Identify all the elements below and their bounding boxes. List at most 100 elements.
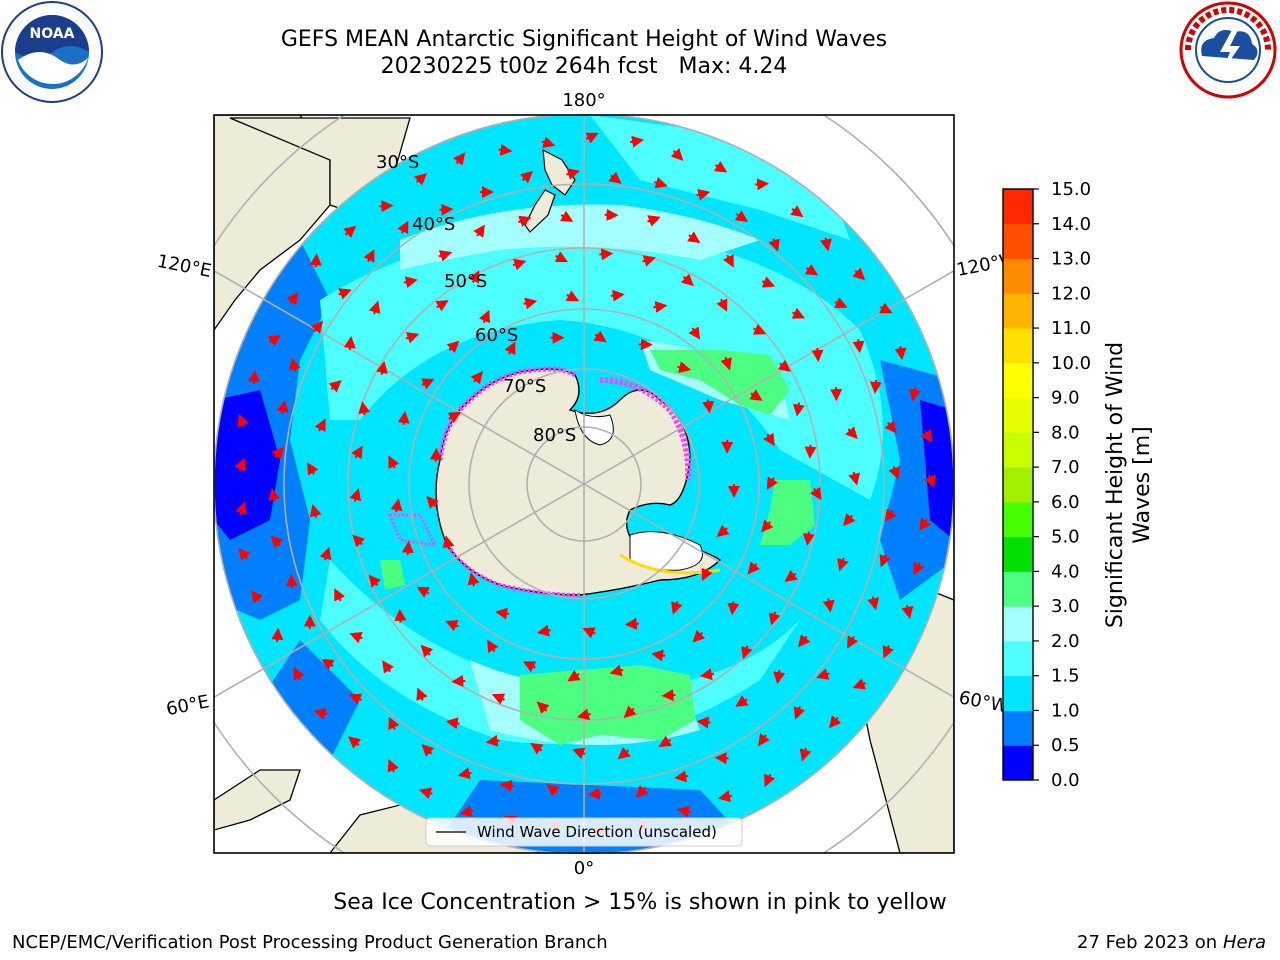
wind-wave-arrow (582, 627, 596, 639)
colorbar-segment (1003, 223, 1033, 260)
wind-wave-arrow (541, 136, 556, 148)
wind-wave-arrow (804, 444, 817, 459)
wind-wave-arrow (761, 519, 774, 533)
wind-wave-arrow (276, 399, 289, 414)
wind-wave-arrow (848, 471, 861, 486)
colorbar-segment (1003, 397, 1033, 433)
wind-wave-arrow (414, 173, 427, 186)
noaa-logo-text: NOAA (30, 26, 75, 42)
wind-wave-arrow (713, 160, 728, 173)
wind-wave-arrow (343, 225, 357, 238)
lat-label-70s: 70°S (503, 376, 546, 397)
wind-wave-arrow (688, 326, 701, 340)
footer-credit: NCEP/EMC/Verification Post Processing Pr… (12, 932, 608, 953)
wind-wave-arrow (696, 716, 711, 729)
colorbar-tick-label: 9.0 (1051, 388, 1080, 409)
wind-wave-arrow (512, 258, 527, 271)
wind-wave-arrow (426, 495, 439, 509)
wind-wave-arrow (651, 649, 666, 662)
wind-wave-arrow (343, 336, 356, 351)
wind-wave-arrow (321, 658, 335, 671)
wind-wave-arrow (593, 330, 607, 343)
wind-wave-arrow (485, 734, 500, 747)
map-frame (213, 114, 955, 854)
footer-date: 27 Feb 2023 on Hera (1077, 932, 1266, 953)
colorbar-tick-label: 10.0 (1051, 353, 1091, 374)
wind-wave-arrow (442, 535, 455, 550)
lat-label-60s: 60°S (475, 325, 518, 346)
lon-label-upper-left: 120°E (155, 251, 213, 282)
wind-wave-arrow (920, 429, 933, 443)
wind-wave-arrow (267, 334, 282, 347)
wind-wave-arrow (793, 706, 805, 720)
lon-label-bottom: 0° (574, 858, 594, 879)
wind-wave-arrow (720, 356, 732, 371)
colorbar: 0.0 0.5 1.0 1.5 2.0 3.0 4.0 5.0 6.0 7.0 8.0 9.0 10.0… (1002, 179, 1091, 791)
colorbar-title-line-2: Waves [m] (1130, 426, 1155, 543)
wind-wave-arrow (235, 501, 247, 516)
wind-wave-arrow (758, 733, 770, 747)
wind-wave-arrow (882, 645, 894, 659)
wind-wave-arrow (479, 309, 490, 324)
wind-wave-arrow (416, 586, 430, 598)
wind-wave-arrow (716, 524, 730, 537)
wind-wave-arrow (387, 759, 399, 773)
wind-wave-arrow (834, 297, 848, 309)
wind-wave-arrow (909, 387, 921, 402)
colorbar-segment (1003, 536, 1033, 572)
wind-wave-arrow (777, 359, 792, 372)
wind-wave-arrow (852, 267, 866, 281)
wind-wave-arrow (559, 210, 574, 222)
wind-wave-arrow (845, 426, 858, 440)
legend-label: Wind Wave Direction (unscaled) (477, 823, 717, 841)
wind-wave-arrow (599, 248, 614, 261)
colorbar-segment (1003, 501, 1033, 538)
wind-wave-arrow (566, 168, 580, 180)
colorbar-segment (1003, 745, 1033, 781)
wind-wave-arrow (585, 132, 599, 144)
wind-wave-arrow (435, 300, 449, 312)
wind-wave-arrow (623, 705, 637, 719)
wind-wave-arrow (234, 457, 246, 472)
wind-wave-arrow (334, 588, 346, 602)
wind-wave-arrow (487, 639, 499, 653)
wind-wave-arrow (642, 255, 656, 267)
colorbar-tick-label: 1.5 (1051, 666, 1080, 687)
wind-wave-arrow (764, 773, 776, 788)
colorbar-segment (1003, 467, 1033, 503)
wind-wave-arrow (610, 289, 625, 302)
wind-wave-arrow (522, 661, 537, 673)
wind-wave-arrow (468, 270, 480, 284)
colorbar-tick-label: 0.0 (1051, 770, 1080, 791)
colorbar-tick-label: 5.0 (1051, 527, 1080, 548)
colorbar-tick-label: 2.0 (1051, 631, 1080, 652)
wind-wave-arrow (884, 508, 897, 522)
wind-wave-arrow (768, 611, 781, 626)
wind-wave-arrow (237, 413, 249, 428)
wind-wave-arrow (536, 624, 551, 637)
wind-wave-arrow (661, 689, 676, 702)
wind-wave-arrow (654, 176, 668, 189)
colorbar-tick-label: 13.0 (1051, 249, 1091, 270)
wind-wave-arrow (699, 668, 714, 681)
wind-wave-arrow (761, 276, 776, 288)
title-line-1: GEFS MEAN Antarctic Significant Height o… (280, 27, 888, 52)
wind-wave-arrow (784, 569, 798, 582)
wind-wave-arrow (804, 263, 819, 276)
wind-wave-arrow (394, 608, 407, 623)
lon-label-lower-right: 60°W (957, 687, 1010, 717)
wind-wave-arrow (421, 378, 435, 390)
colorbar-segment (1003, 675, 1033, 711)
wind-wave-arrow (388, 455, 400, 469)
wind-wave-arrow (624, 617, 639, 630)
wind-wave-arrow (319, 546, 332, 561)
colorbar-tick-label: 15.0 (1051, 179, 1091, 200)
wind-wave-arrow (879, 553, 891, 568)
wind-wave-arrow (379, 200, 394, 213)
wind-wave-arrow (310, 320, 324, 334)
wind-wave-arrow (687, 231, 701, 244)
lat-label-40s: 40°S (412, 214, 455, 235)
colorbar-tick-label: 3.0 (1051, 596, 1080, 617)
wind-wave-arrow (388, 716, 400, 730)
wind-wave-arrow (546, 784, 560, 797)
